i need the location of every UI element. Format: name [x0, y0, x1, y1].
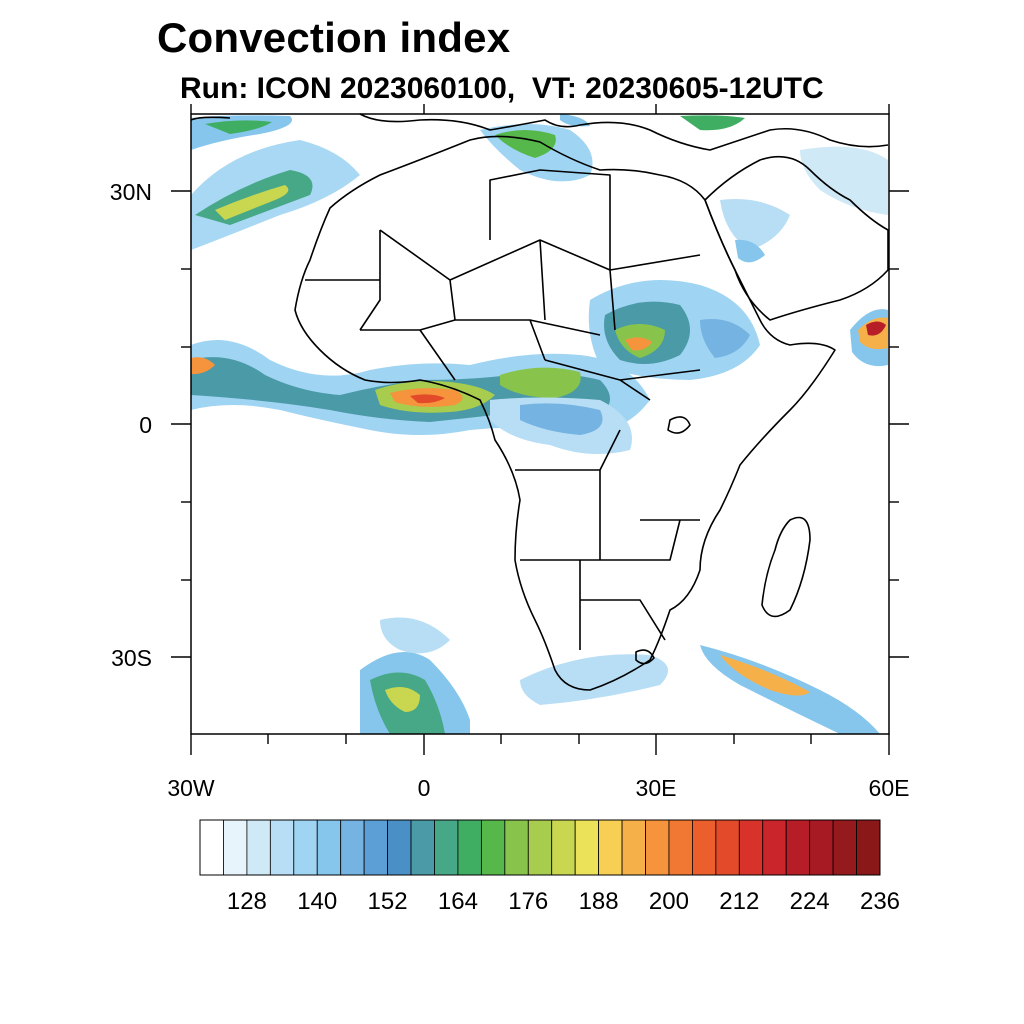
colorbar: [199, 819, 881, 876]
colorbar-swatch: [856, 819, 881, 876]
lat-label-30n: 30N: [109, 179, 152, 205]
lon-label-30w: 30W: [167, 775, 215, 801]
colorbar-label: 152: [367, 888, 408, 915]
colorbar-swatch: [574, 819, 600, 876]
colorbar-swatch: [246, 819, 271, 876]
colorbar-swatch: [316, 819, 342, 876]
colorbar-swatch: [809, 819, 834, 876]
colorbar-swatch: [762, 819, 787, 876]
lon-label-0: 0: [417, 775, 431, 801]
colorbar-swatch: [199, 819, 224, 876]
colorbar-swatch: [551, 819, 576, 876]
colorbar-swatch: [504, 819, 529, 876]
colorbar-swatch: [738, 819, 764, 876]
colorbar-swatch: [832, 819, 857, 876]
colorbar-label: 224: [789, 888, 830, 915]
chart-title: Convection index: [157, 14, 511, 61]
colorbar-swatch: [410, 819, 435, 876]
coastlines: [190, 113, 889, 691]
colorbar-swatch: [598, 819, 623, 876]
chart-subtitle: Run: ICON 2023060100, VT: 20230605-12UTC: [180, 72, 824, 105]
colorbar-label: 200: [648, 888, 689, 915]
axis-ticks: [171, 104, 909, 755]
colorbar-outline: [199, 819, 881, 876]
colorbar-label: 188: [578, 888, 619, 915]
map-panel: [190, 113, 890, 735]
lat-label-0: 0: [139, 412, 152, 438]
colorbar-label: 236: [859, 888, 901, 915]
colorbar-label: 128: [226, 888, 267, 915]
lon-label-30e: 30E: [635, 775, 677, 801]
colorbar-swatch: [457, 819, 482, 876]
colorbar-label: 140: [297, 888, 338, 915]
colorbar-swatch: [223, 819, 248, 876]
convection-field: [191, 114, 888, 734]
lat-label-30s: 30S: [111, 645, 152, 671]
colorbar-swatch: [621, 819, 646, 876]
colorbar-swatch: [715, 819, 740, 876]
colorbar-swatch: [340, 819, 365, 876]
colorbar-label: 176: [508, 888, 549, 915]
colorbar-swatch: [527, 819, 553, 876]
colorbar-swatch: [293, 819, 318, 876]
colorbar-label: 212: [719, 888, 760, 915]
colorbar-swatch: [692, 819, 717, 876]
colorbar-swatch: [434, 819, 459, 876]
colorbar-swatch: [480, 819, 506, 876]
colorbar-swatch: [668, 819, 693, 876]
colorbar-swatch: [269, 819, 295, 876]
lon-label-60e: 60E: [868, 775, 910, 801]
colorbar-label: 164: [437, 888, 478, 915]
colorbar-swatch: [645, 819, 670, 876]
colorbar-swatch: [363, 819, 388, 876]
colorbar-swatch: [387, 819, 412, 876]
colorbar-swatch: [785, 819, 811, 876]
